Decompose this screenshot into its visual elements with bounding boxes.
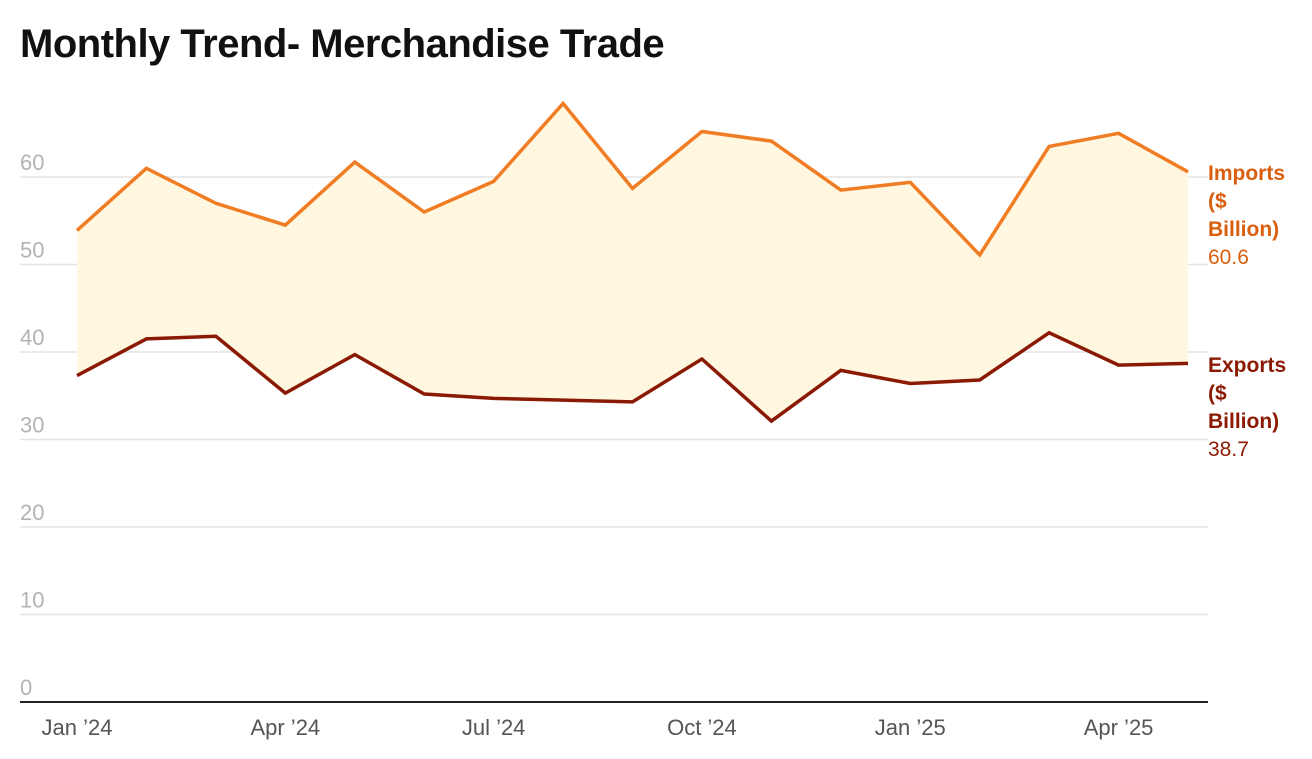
band-fill (77, 103, 1188, 422)
x-tick-label: Oct ’24 (667, 715, 737, 740)
x-tick-label: Jan ’24 (42, 715, 113, 740)
x-tick-label: Apr ’24 (250, 715, 320, 740)
band-area (77, 103, 1188, 422)
series-last-value: 38.7 (1208, 438, 1249, 461)
series-name-line: Imports (1208, 162, 1285, 185)
series-name-line: Billion) (1208, 410, 1279, 433)
x-tick-label: Apr ’25 (1084, 715, 1154, 740)
series-labels: Imports ($ Billion) 60.6 Exports ($ Billion) 38… (1208, 162, 1286, 461)
series-line-imports (75, 100, 1189, 258)
series-name-line: ($ (1208, 382, 1227, 405)
series-name-line: Billion) (1208, 218, 1279, 241)
series-label-exports: Exports ($ Billion) 38.7 (1208, 354, 1286, 461)
series-label-imports: Imports ($ Billion) 60.6 (1208, 162, 1285, 269)
series-lines (75, 100, 1189, 424)
series-name-line: ($ (1208, 190, 1227, 213)
x-tick-label: Jul ’24 (462, 715, 526, 740)
x-axis-ticks: Jan ’24 Apr ’24 Jul ’24 Oct ’24 Jan ’25 Apr ’… (42, 715, 1154, 740)
y-tick-label: 50 (20, 238, 44, 263)
y-tick-label: 40 (20, 325, 44, 350)
y-tick-label: 20 (20, 500, 44, 525)
x-tick-label: Jan ’25 (875, 715, 946, 740)
y-tick-label: 10 (20, 588, 44, 613)
y-axis-ticks: 0 10 20 30 40 50 60 (20, 150, 44, 700)
series-line-exports (76, 330, 1189, 424)
y-tick-label: 0 (20, 675, 32, 700)
series-name-line: Exports (1208, 354, 1286, 377)
y-tick-label: 30 (20, 413, 44, 438)
series-last-value: 60.6 (1208, 246, 1249, 269)
y-tick-label: 60 (20, 150, 44, 175)
page-title: Monthly Trend- Merchandise Trade (20, 22, 665, 66)
